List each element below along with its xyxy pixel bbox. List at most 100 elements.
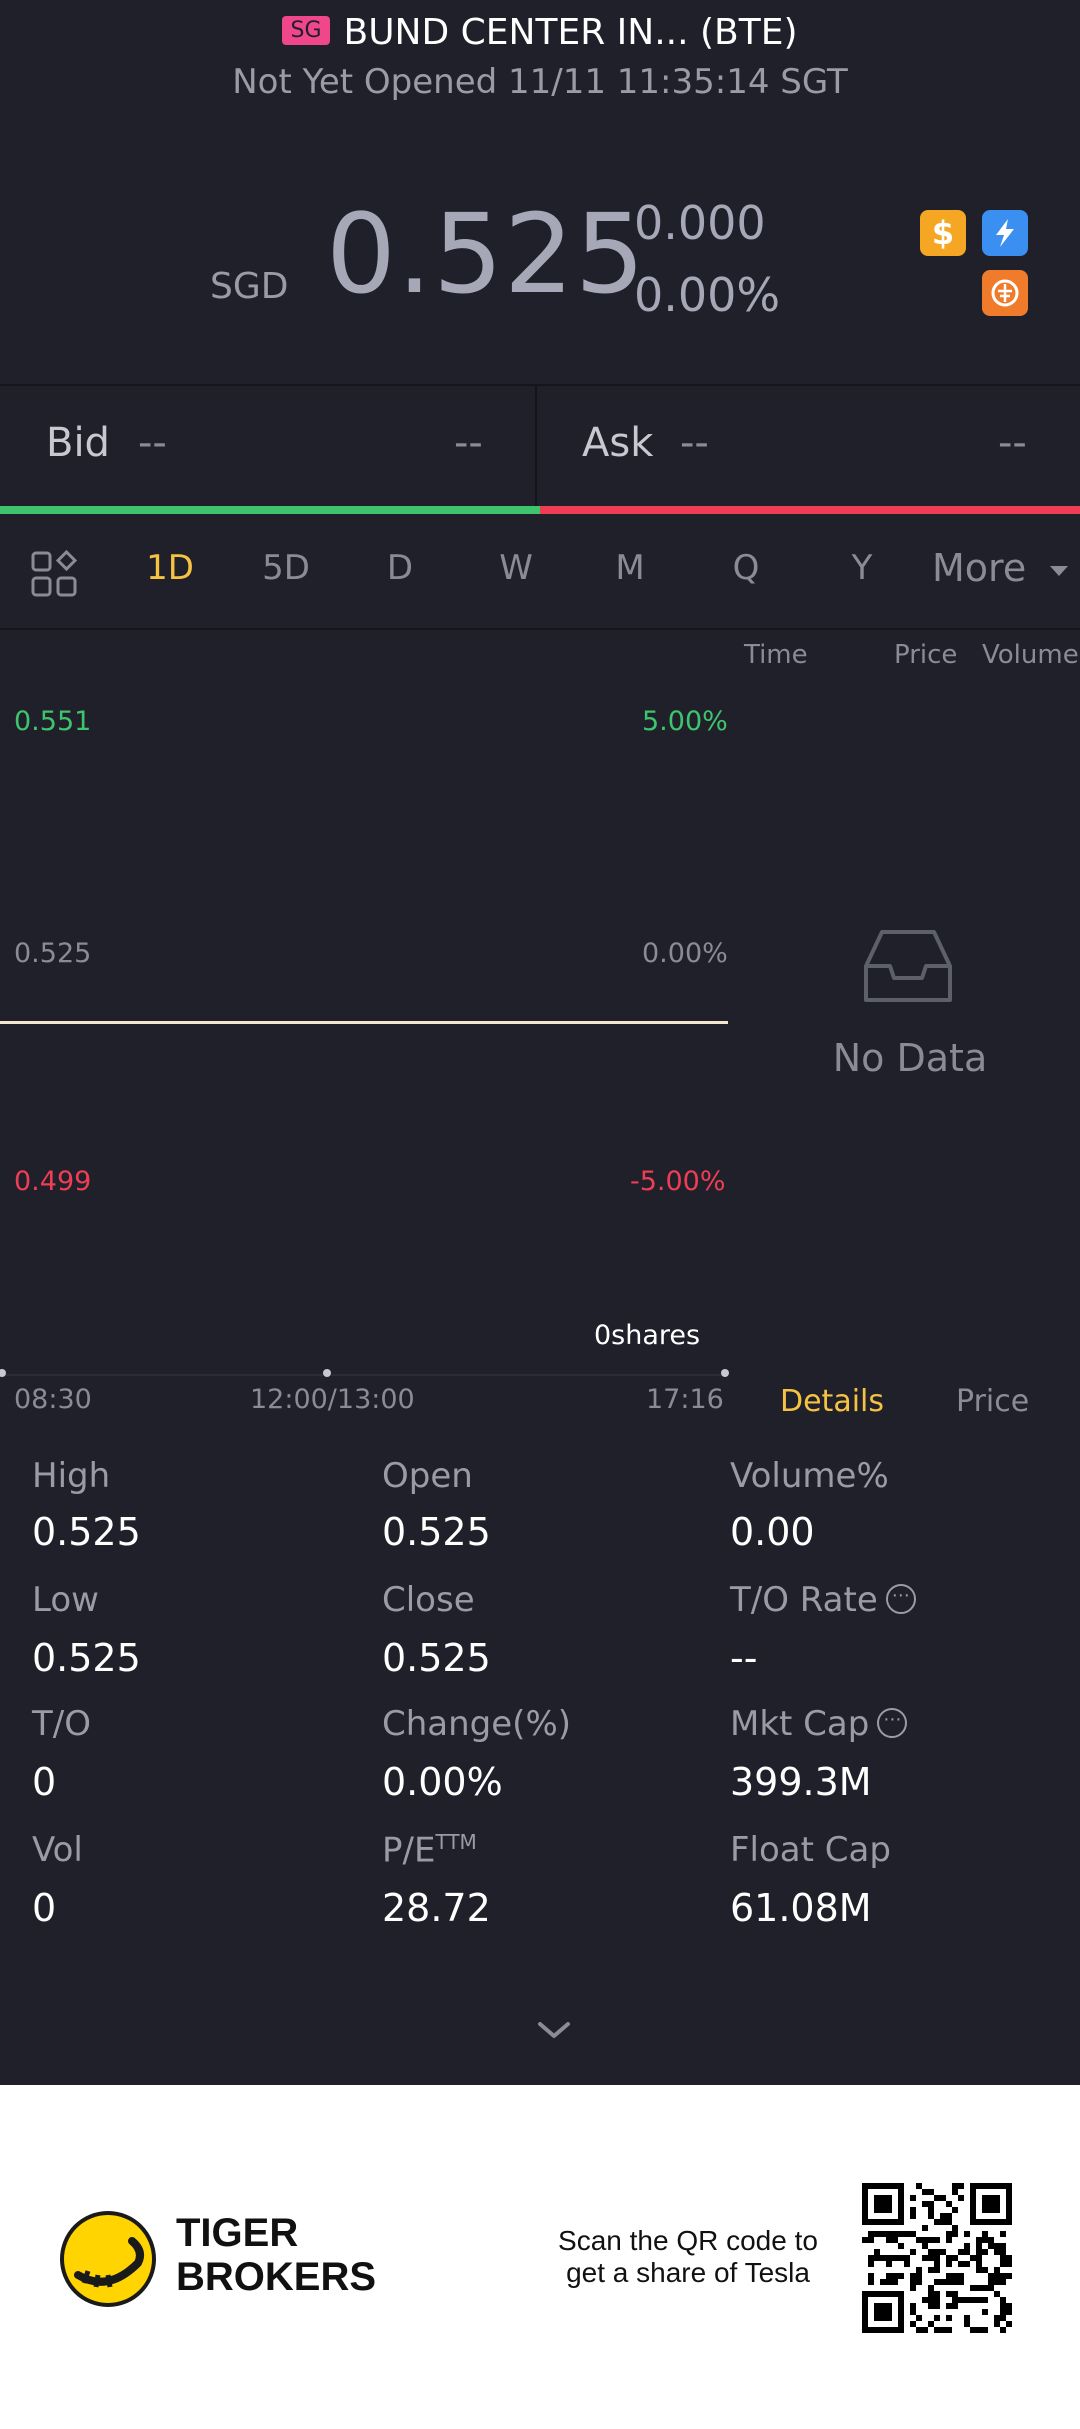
qr-module (904, 2261, 910, 2267)
intraday-chart[interactable] (0, 640, 730, 1400)
qr-module (982, 2249, 988, 2255)
stat-torate[interactable]: T/O Rate ⋯ (730, 1580, 916, 1620)
qr-module (1000, 2243, 1006, 2249)
stat-pe-label: P/ETTM (382, 1830, 477, 1870)
qr-module (880, 2255, 886, 2261)
qr-module (952, 2225, 958, 2231)
ask-strength-bar (540, 506, 1080, 514)
stat-close-label: Close (382, 1580, 475, 1620)
ask-panel[interactable]: Ask -- -- (538, 386, 1080, 508)
bid-price: -- (138, 420, 167, 466)
qr-module (928, 2255, 934, 2261)
volume-label: 0shares (594, 1320, 701, 1351)
qr-module (958, 2183, 964, 2189)
stat-mktcap[interactable]: Mkt Cap ⋯ (730, 1704, 908, 1744)
qr-module (1000, 2231, 1006, 2237)
promo-line-2: get a share of Tesla (566, 2257, 810, 2288)
qr-module (922, 2297, 928, 2303)
qr-module (928, 2189, 934, 2195)
qr-module (874, 2303, 892, 2321)
qr-module (964, 2261, 970, 2267)
tab-price-detail[interactable]: Price (956, 1384, 1030, 1419)
market-badge: SG (282, 15, 330, 45)
x-axis-tick (323, 1369, 331, 1377)
qr-module (868, 2237, 874, 2243)
x-axis-end: 17:16 (646, 1384, 724, 1415)
qr-module (958, 2195, 964, 2201)
qr-module (934, 2303, 940, 2309)
tab-y[interactable]: Y (851, 548, 873, 588)
qr-module (1000, 2327, 1006, 2333)
qr-module (946, 2255, 952, 2261)
qr-module (928, 2237, 934, 2243)
bid-size: -- (454, 420, 483, 466)
tab-d[interactable]: D (386, 548, 414, 588)
x-axis-tick (0, 1369, 6, 1377)
stat-vol-label: Vol (32, 1830, 83, 1870)
lightning-icon[interactable] (982, 210, 1028, 256)
currency-label: SGD (210, 266, 289, 307)
stat-floatcap-value: 61.08M (730, 1886, 872, 1930)
tab-5d[interactable]: 5D (262, 548, 310, 588)
qr-module (928, 2213, 934, 2219)
info-icon[interactable]: ⋯ (885, 1583, 916, 1614)
tab-1d[interactable]: 1D (146, 548, 194, 588)
stat-high-value: 0.525 (32, 1510, 141, 1554)
x-axis-start: 08:30 (14, 1384, 92, 1415)
qr-module (994, 2273, 1000, 2279)
qr-module (994, 2243, 1000, 2249)
qr-module (874, 2195, 892, 2213)
qr-module (928, 2297, 934, 2303)
inbox-icon (860, 926, 956, 1010)
qr-module (934, 2267, 940, 2273)
col-time: Time (744, 640, 808, 670)
pct-axis-mid: 0.00% (642, 938, 728, 969)
qr-module (952, 2303, 958, 2309)
qr-module (952, 2255, 958, 2261)
ask-price: -- (680, 420, 709, 466)
qr-module (916, 2273, 922, 2279)
stat-mktcap-label: Mkt Cap (730, 1704, 870, 1744)
grid-layout-icon[interactable] (30, 549, 78, 598)
no-data-text: No Data (832, 1036, 988, 1080)
qr-module (946, 2201, 952, 2207)
qr-module (1006, 2261, 1012, 2267)
qr-module (922, 2327, 928, 2333)
qr-module (976, 2285, 982, 2291)
qr-module (976, 2261, 982, 2267)
stat-volpct-value: 0.00 (730, 1510, 815, 1554)
qr-module (952, 2297, 958, 2303)
qr-code-image (862, 2183, 1012, 2333)
bid-panel[interactable]: Bid -- -- (0, 386, 536, 508)
qr-module (892, 2255, 898, 2261)
qr-module (952, 2279, 958, 2285)
qr-module (1000, 2249, 1006, 2255)
dollar-icon[interactable]: $ (920, 210, 966, 256)
qr-module (928, 2249, 934, 2255)
qr-module (988, 2279, 994, 2285)
qr-module (946, 2273, 952, 2279)
header-divider (0, 384, 1080, 386)
tab-more[interactable]: More (932, 546, 1070, 590)
tab-w[interactable]: W (499, 548, 533, 588)
brain-icon[interactable] (982, 270, 1028, 316)
tab-details[interactable]: Details (780, 1384, 885, 1419)
expand-chevron-icon[interactable] (534, 2018, 574, 2046)
tab-q[interactable]: Q (732, 548, 760, 588)
qr-module (928, 2303, 934, 2309)
qr-module (970, 2255, 976, 2261)
qr-module (952, 2183, 958, 2189)
qr-module (964, 2315, 970, 2321)
qr-module (934, 2249, 940, 2255)
qr-module (898, 2273, 904, 2279)
qr-module (928, 2291, 934, 2297)
qr-module (922, 2243, 928, 2249)
pct-axis-max: 5.00% (642, 706, 728, 737)
qr-module (922, 2225, 928, 2231)
qr-module (946, 2261, 952, 2267)
y-axis-max: 0.551 (14, 706, 92, 737)
qr-module (880, 2279, 886, 2285)
tab-m[interactable]: M (615, 548, 645, 588)
info-icon[interactable]: ⋯ (877, 1707, 908, 1738)
stat-torate-value: -- (730, 1636, 758, 1680)
